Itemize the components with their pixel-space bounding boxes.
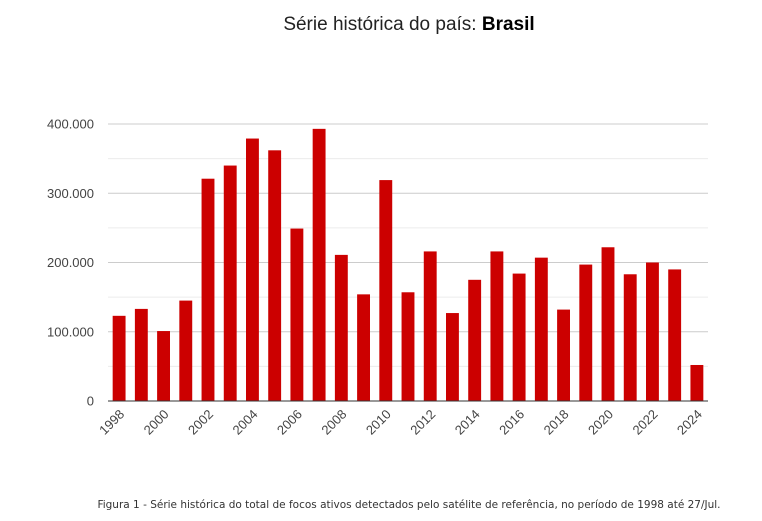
y-tick-label: 300.000 (47, 186, 94, 201)
x-tick-label: 2016 (496, 407, 527, 438)
x-tick-label: 2018 (541, 407, 572, 438)
bar-1999[interactable] (134, 308, 148, 401)
bar-2017[interactable] (534, 257, 548, 401)
bar-2007[interactable] (312, 128, 326, 401)
bar-2015[interactable] (490, 251, 504, 401)
bar-2012[interactable] (423, 251, 437, 401)
chart-title-prefix: Série histórica do país: (283, 14, 482, 35)
x-tick-label: 2014 (452, 407, 483, 438)
bar-2019[interactable] (579, 264, 593, 401)
bars-layer (112, 128, 704, 402)
bar-1998[interactable] (112, 315, 126, 401)
bar-2010[interactable] (379, 180, 393, 401)
x-tick-label: 2020 (585, 407, 616, 438)
x-tick-label: 2008 (318, 407, 349, 438)
x-tick-label: 2012 (407, 407, 438, 438)
x-tick-label: 2000 (141, 407, 172, 438)
bar-2009[interactable] (357, 294, 370, 401)
x-tick-label: 2024 (674, 407, 705, 438)
bar-2002[interactable] (201, 178, 215, 401)
x-tick-label: 2002 (185, 407, 216, 438)
bar-2023[interactable] (668, 269, 682, 401)
bar-2000[interactable] (157, 331, 170, 401)
x-tick-label: 1998 (96, 407, 127, 438)
chart-title: Série histórica do país: Brasil (0, 14, 762, 36)
y-tick-label: 100.000 (47, 324, 94, 339)
bar-2022[interactable] (646, 262, 659, 402)
bar-2021[interactable] (623, 274, 637, 401)
x-tick-label: 2004 (230, 407, 261, 438)
bar-2024[interactable] (690, 364, 704, 401)
bar-2018[interactable] (557, 309, 570, 401)
y-tick-label: 400.000 (47, 117, 94, 132)
bar-2004[interactable] (246, 138, 259, 402)
figure-caption: Figura 1 - Série histórica do total de f… (97, 499, 721, 511)
x-tick-label: 2022 (630, 407, 661, 438)
bar-2006[interactable] (290, 228, 304, 401)
y-tick-label: 200.000 (47, 255, 94, 270)
bar-2011[interactable] (401, 292, 415, 401)
bar-2003[interactable] (223, 165, 237, 401)
bar-2008[interactable] (334, 254, 348, 401)
bar-2001[interactable] (179, 300, 193, 401)
chart-title-country: Brasil (481, 14, 535, 35)
bar-2014[interactable] (468, 279, 482, 401)
x-tick-label: 2010 (363, 407, 394, 438)
x-tick-label: 2006 (274, 407, 305, 438)
bar-2013[interactable] (446, 313, 459, 401)
bar-2005[interactable] (268, 150, 282, 401)
y-tick-label: 0 (87, 394, 94, 409)
bar-2016[interactable] (512, 273, 526, 401)
bar-2020[interactable] (601, 247, 615, 401)
